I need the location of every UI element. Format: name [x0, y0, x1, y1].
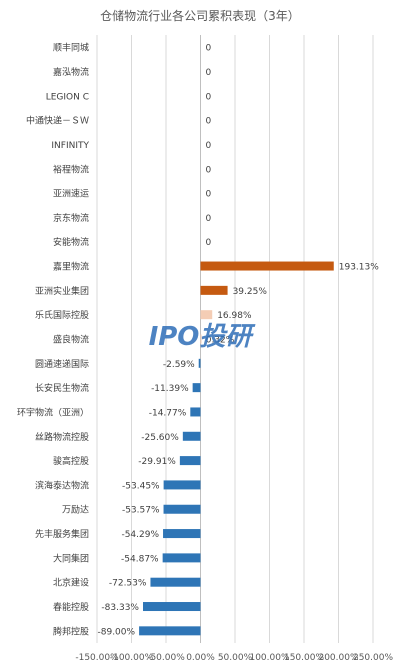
- value-label: -29.91%: [138, 457, 176, 467]
- bar: [200, 261, 334, 271]
- bar: [163, 504, 201, 514]
- category-label: 滨海泰达物流: [35, 479, 89, 491]
- category-label: 北京建设: [53, 577, 89, 589]
- bar: [182, 431, 201, 441]
- value-label: -54.87%: [121, 554, 159, 564]
- gridlines: [96, 35, 374, 643]
- value-label: 0: [206, 141, 212, 151]
- value-label: 39.25%: [233, 287, 268, 297]
- watermark: IPO投研: [149, 322, 257, 352]
- category-label: 万励达: [62, 504, 89, 516]
- value-labels: 0 0 0 0 0 0 0 0 0 193.13% 39.25% 16.98% 0.32% -2.59% -…: [98, 44, 380, 638]
- value-label: 0: [206, 214, 212, 224]
- value-label: 193.13%: [339, 263, 379, 273]
- category-label: 骏高控股: [53, 455, 89, 467]
- bar: [198, 358, 201, 368]
- x-tick-label: 200.00%: [318, 653, 358, 663]
- category-label: 乐氏国际控股: [35, 309, 89, 321]
- value-label: 0: [206, 117, 212, 127]
- category-label: 腾邦控股: [53, 625, 89, 637]
- x-tick-label: 250.00%: [353, 653, 393, 663]
- x-tick-label: 0.00%: [186, 653, 215, 663]
- bar: [200, 334, 202, 344]
- value-label: 0: [206, 238, 212, 248]
- bars: [139, 261, 334, 636]
- bar: [179, 456, 201, 466]
- value-label: 0: [206, 165, 212, 175]
- bar: [190, 407, 201, 417]
- value-label: -53.57%: [122, 506, 160, 516]
- value-label: 0: [206, 68, 212, 78]
- value-label: 0: [206, 92, 212, 102]
- bar: [200, 310, 213, 320]
- category-label: LEGION C: [46, 92, 89, 102]
- value-label: -72.53%: [109, 579, 147, 589]
- category-label: 中通快递－ＳＷ: [26, 115, 89, 127]
- chart-title: 仓储物流行业各公司累积表现（3年）: [100, 8, 300, 23]
- value-label: -2.59%: [163, 360, 195, 370]
- value-label: 0: [206, 44, 212, 54]
- value-label: -83.33%: [101, 603, 139, 613]
- category-label: 京东物流: [53, 212, 89, 224]
- value-label: -11.39%: [151, 384, 189, 394]
- bar: [163, 529, 201, 539]
- value-label: -89.00%: [98, 627, 136, 637]
- category-label: 亚洲实业集团: [35, 285, 89, 297]
- bar: [192, 383, 201, 393]
- x-tick-label: -100.00%: [110, 653, 154, 663]
- category-label: 环宇物流（亚洲）: [17, 406, 89, 418]
- bar: [143, 602, 201, 612]
- category-label: 嘉里物流: [53, 261, 89, 273]
- bar: [200, 285, 228, 295]
- category-label: 亚洲速运: [53, 189, 89, 200]
- category-label: 顺丰同城: [53, 42, 89, 54]
- bar: [150, 577, 201, 587]
- value-label: -14.77%: [149, 408, 187, 418]
- x-tick-label: -150.00%: [75, 653, 119, 663]
- value-label: 16.98%: [217, 311, 252, 321]
- category-label: 嘉泓物流: [53, 66, 89, 78]
- value-label: -25.60%: [141, 433, 179, 443]
- category-label: 盛良物流: [53, 334, 89, 346]
- value-label: -54.29%: [121, 530, 159, 540]
- category-label: 圆通速递国际: [35, 358, 89, 370]
- x-tick-label: 150.00%: [284, 653, 324, 663]
- category-label: 先丰服务集团: [35, 528, 89, 540]
- bar: [162, 553, 201, 563]
- x-tick-label: 50.00%: [218, 653, 253, 663]
- category-label: 长安民生物流: [35, 382, 89, 394]
- category-label: 裕程物流: [53, 163, 89, 175]
- bar: [139, 626, 201, 636]
- x-axis-ticks: -150.00%-100.00%-50.00% 0.00% 50.00%100.00…: [75, 653, 393, 663]
- category-label: 大同集团: [53, 552, 89, 564]
- value-label: 0: [206, 190, 212, 200]
- category-label: INFINITY: [51, 141, 89, 151]
- value-label: -53.45%: [122, 481, 160, 491]
- x-tick-label: 100.00%: [249, 653, 289, 663]
- bar: [163, 480, 201, 490]
- x-tick-label: -50.00%: [147, 653, 185, 663]
- value-label: 0.32%: [206, 336, 235, 346]
- category-label: 丝路物流控股: [35, 431, 89, 443]
- category-label: 安能物流: [53, 236, 89, 248]
- category-label: 春能控股: [53, 601, 89, 613]
